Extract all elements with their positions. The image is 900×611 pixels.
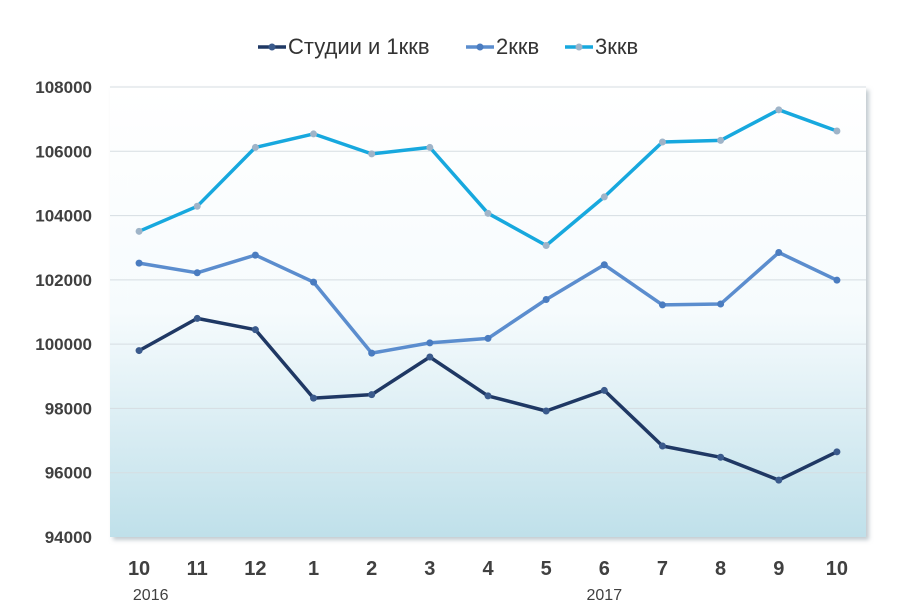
series-1 [135,314,841,484]
data-point [484,209,492,217]
series-group [135,106,841,484]
data-point [833,276,841,284]
legend-label: Студии и 1ккв [288,34,430,59]
data-point [310,130,318,138]
gridlines [110,86,866,474]
x-tick-label: 2 [366,558,377,580]
series-2 [135,249,841,357]
data-point [658,138,666,146]
data-point [135,259,143,267]
data-point [368,391,376,399]
data-point [193,202,201,210]
plot-area [110,87,866,537]
data-point [310,278,318,286]
year-label: 2017 [587,587,623,604]
data-point [775,106,783,114]
legend-label: 3ккв [595,34,638,59]
data-point [717,300,725,308]
x-tick-label: 6 [599,558,610,580]
data-point [368,150,376,158]
data-point [833,127,841,135]
data-point [135,227,143,235]
data-point [251,143,259,151]
x-axis-ticks: 10 11 12 1 2 3 4 5 6 7 8 9 10 [128,558,848,580]
data-point [542,295,550,303]
year-labels: 2016 2017 [133,587,622,604]
y-tick-label: 108000 [35,78,92,97]
x-tick-label: 1 [308,558,319,580]
x-tick-label: 3 [424,558,435,580]
y-axis-ticks: 94000 96000 98000 100000 102000 104000 106000 1… [35,78,92,547]
x-tick-label: 4 [482,558,494,580]
data-point [135,347,143,355]
x-tick-label: 5 [541,558,552,580]
x-tick-label: 10 [128,558,150,580]
x-tick-label: 9 [773,558,784,580]
x-tick-label: 11 [187,558,208,580]
data-point [775,476,783,484]
data-point [775,249,783,257]
legend-marker [575,43,583,51]
data-point [193,269,201,277]
y-tick-label: 106000 [35,142,92,161]
x-tick-label: 12 [244,558,266,580]
data-point [717,136,725,144]
x-tick-label: 10 [826,558,848,580]
data-point [426,339,434,347]
y-tick-label: 102000 [35,271,92,290]
data-point [251,326,259,334]
data-point [600,193,608,201]
year-label: 2016 [133,587,169,604]
data-point [600,261,608,269]
data-point [368,349,376,357]
data-point [833,448,841,456]
y-tick-label: 100000 [35,335,92,354]
series-3 [135,106,841,249]
data-point [251,251,259,259]
data-point [484,334,492,342]
data-point [717,453,725,461]
x-tick-label: 8 [715,558,726,580]
legend-marker [268,43,276,51]
y-tick-label: 104000 [35,207,92,226]
legend-marker [476,43,484,51]
data-point [193,314,201,322]
data-point [658,442,666,450]
x-tick-label: 7 [657,558,668,580]
data-point [658,301,666,309]
data-point [600,386,608,394]
legend-label: 2ккв [496,34,539,59]
data-point [542,241,550,249]
y-tick-label: 96000 [45,464,92,483]
data-point [310,394,318,402]
y-tick-label: 94000 [45,528,92,547]
legend: Студии и 1ккв 2ккв 3ккв [258,34,638,59]
data-point [426,143,434,151]
y-tick-label: 98000 [45,399,92,418]
data-point [542,407,550,415]
data-point [484,392,492,400]
data-point [426,353,434,361]
